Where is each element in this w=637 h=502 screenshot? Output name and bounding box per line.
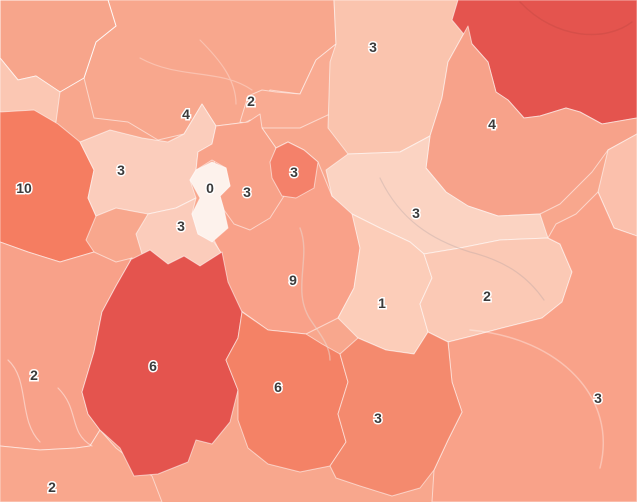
region-west-central-lower[interactable] bbox=[135, 197, 223, 271]
region-south[interactable] bbox=[329, 331, 463, 497]
region-southwest[interactable] bbox=[0, 429, 163, 502]
region-top-band-east[interactable] bbox=[239, 43, 343, 129]
region-central-white[interactable] bbox=[189, 161, 231, 243]
region-central[interactable] bbox=[195, 113, 285, 231]
region-south-central-red[interactable] bbox=[81, 249, 243, 477]
region-central-small[interactable] bbox=[269, 141, 319, 199]
